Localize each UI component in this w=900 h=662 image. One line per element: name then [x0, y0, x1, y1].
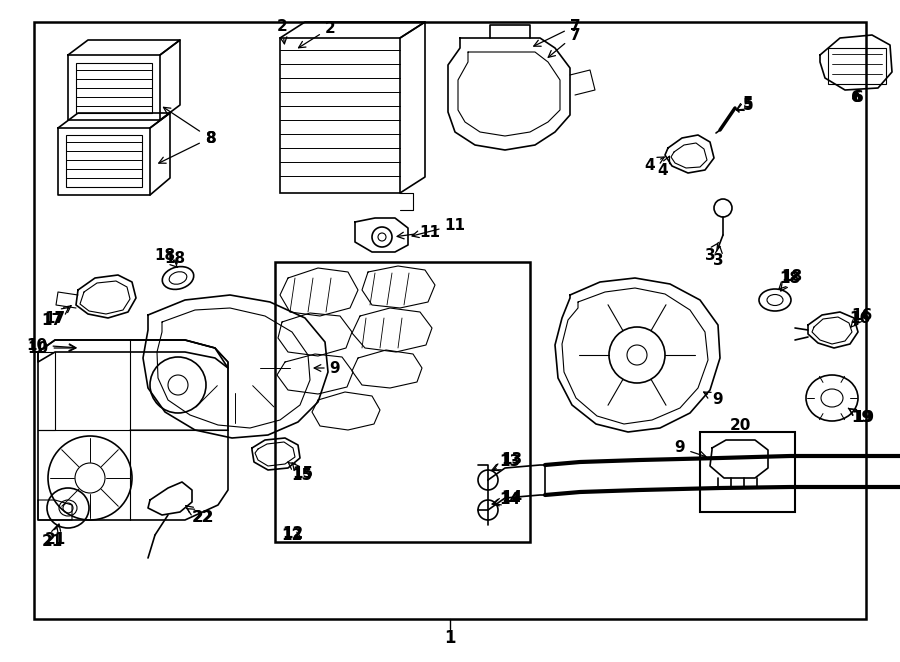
Text: 16: 16 [850, 308, 873, 328]
Text: 20: 20 [729, 418, 751, 432]
Text: 15: 15 [292, 463, 312, 483]
Text: 6: 6 [852, 89, 863, 105]
Bar [828, 48, 886, 84]
Bar [66, 135, 142, 187]
Text: 4: 4 [658, 156, 670, 177]
Text: 14: 14 [492, 493, 520, 508]
Text: 5: 5 [737, 97, 753, 113]
Text: 7: 7 [534, 19, 580, 46]
Text: 22: 22 [187, 508, 214, 526]
Text: 16: 16 [850, 310, 870, 326]
Text: 7: 7 [548, 28, 580, 58]
Text: 12: 12 [283, 526, 303, 542]
Text: 13: 13 [491, 455, 520, 471]
Bar [275, 262, 530, 542]
Text: 17: 17 [41, 308, 68, 328]
Text: 11: 11 [412, 218, 465, 238]
Text: 3: 3 [705, 242, 718, 263]
Text: 19: 19 [849, 408, 875, 426]
Text: 11: 11 [397, 224, 440, 240]
Text: 9: 9 [704, 392, 724, 408]
Text: 5: 5 [736, 95, 753, 111]
Text: 8: 8 [158, 130, 215, 164]
Text: 10: 10 [27, 340, 76, 355]
Text: 9: 9 [675, 440, 706, 457]
Text: 18: 18 [779, 269, 803, 289]
Text: 2: 2 [276, 19, 287, 44]
Text: 9: 9 [314, 361, 340, 375]
Text: 10: 10 [26, 338, 76, 352]
Text: 3: 3 [713, 246, 724, 267]
Text: 18: 18 [155, 248, 177, 267]
Text: 4: 4 [644, 157, 664, 173]
Text: 14: 14 [494, 491, 523, 506]
Text: 21: 21 [44, 524, 66, 547]
Bar [700, 432, 795, 512]
Bar [76, 63, 152, 113]
Text: 19: 19 [849, 408, 873, 426]
Text: 6: 6 [850, 89, 861, 105]
Text: 18: 18 [165, 250, 185, 265]
Text: 8: 8 [164, 107, 215, 146]
Bar [280, 38, 400, 193]
Text: 1: 1 [445, 629, 455, 647]
Text: 18: 18 [779, 271, 801, 291]
Text: 2: 2 [299, 21, 336, 48]
Text: 15: 15 [288, 462, 313, 481]
Text: 21: 21 [41, 526, 63, 549]
Text: 12: 12 [282, 528, 302, 542]
Text: 17: 17 [44, 306, 71, 326]
Text: 13: 13 [494, 453, 523, 470]
Text: 22: 22 [186, 506, 212, 526]
